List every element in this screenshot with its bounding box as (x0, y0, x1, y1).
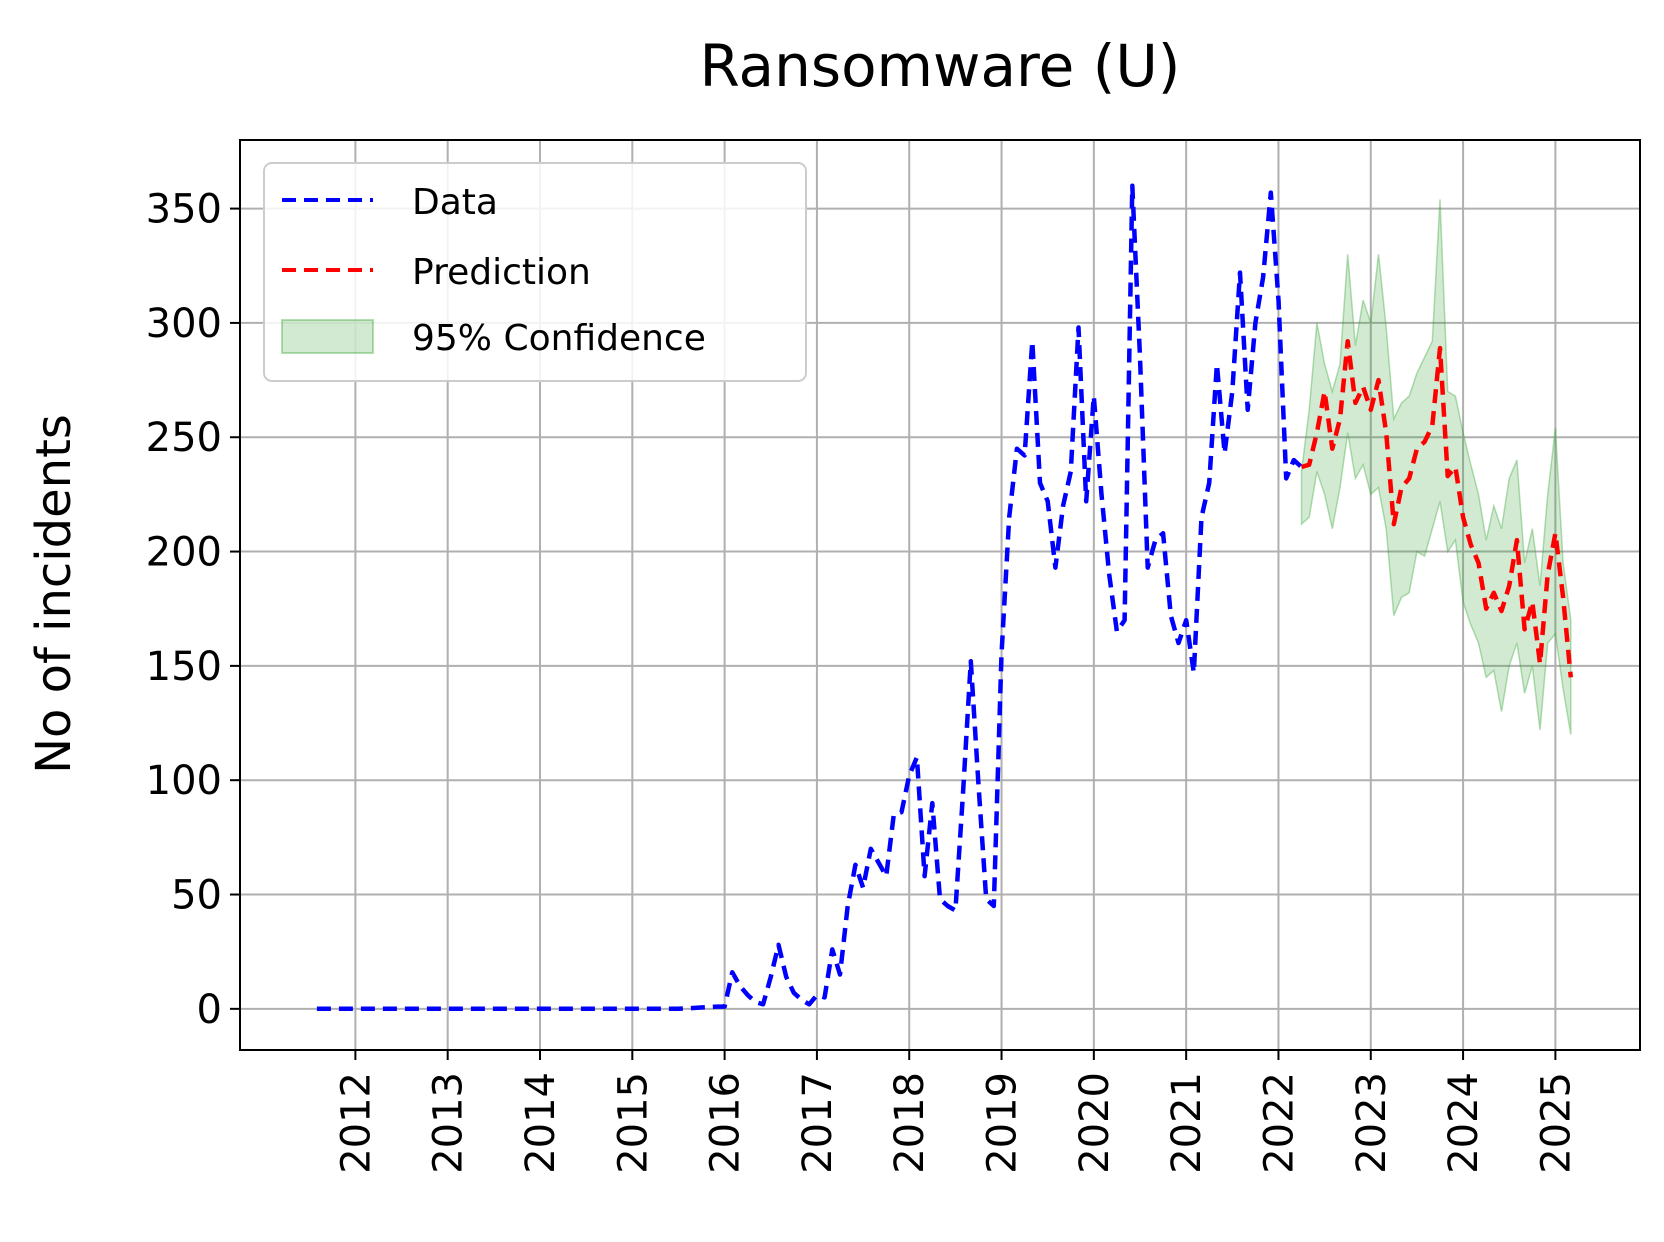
y-axis-title: No of incidents (26, 414, 82, 774)
legend-label-confidence: 95% Confidence (412, 318, 706, 359)
legend-frame (263, 162, 807, 382)
x-tick-label: 2016 (703, 1072, 749, 1174)
y-tick-label: 350 (146, 187, 222, 233)
x-tick-label: 2018 (887, 1072, 933, 1174)
x-tick-label: 2013 (426, 1072, 472, 1174)
series-line-data (316, 183, 1304, 1012)
y-tick-label: 150 (146, 644, 222, 690)
x-tick-label: 2021 (1164, 1072, 1210, 1174)
y-tick-label: 0 (197, 987, 222, 1033)
legend-label-data: Data (412, 182, 498, 223)
legend-label-prediction: Prediction (412, 252, 591, 293)
x-tick-label: 2014 (518, 1072, 564, 1174)
y-tick-label: 300 (146, 301, 222, 347)
y-tick-label: 200 (146, 530, 222, 576)
x-tick-label: 2022 (1256, 1072, 1302, 1174)
plot-area-frame (239, 139, 1641, 1051)
x-tick-label: 2019 (980, 1072, 1026, 1174)
series-layer (316, 183, 1574, 1012)
y-tick-label: 100 (146, 758, 222, 804)
x-tick-label: 2017 (795, 1072, 841, 1174)
y-tick-label: 250 (146, 415, 222, 461)
legend: Data Prediction 95% Confidence (263, 162, 807, 382)
confidence-band (1300, 199, 1572, 735)
axis-ticks: 2012 2013 2014 2015 2016 2017 2018 2019 2020 2021… (146, 187, 1580, 1174)
x-tick-label: 2023 (1349, 1072, 1395, 1174)
grid-lines (240, 140, 1640, 1050)
confidence-band-layer (1300, 199, 1572, 735)
x-tick-label: 2015 (610, 1072, 656, 1174)
series-line-prediction (1300, 338, 1574, 678)
x-tick-label: 2012 (333, 1072, 379, 1174)
x-tick-label: 2024 (1441, 1072, 1487, 1174)
x-tick-label: 2020 (1072, 1072, 1118, 1174)
chart-title: Ransomware (U) (700, 32, 1181, 100)
legend-swatch-confidence (281, 319, 374, 354)
x-tick-label: 2025 (1533, 1072, 1579, 1174)
y-tick-label: 50 (171, 873, 222, 919)
